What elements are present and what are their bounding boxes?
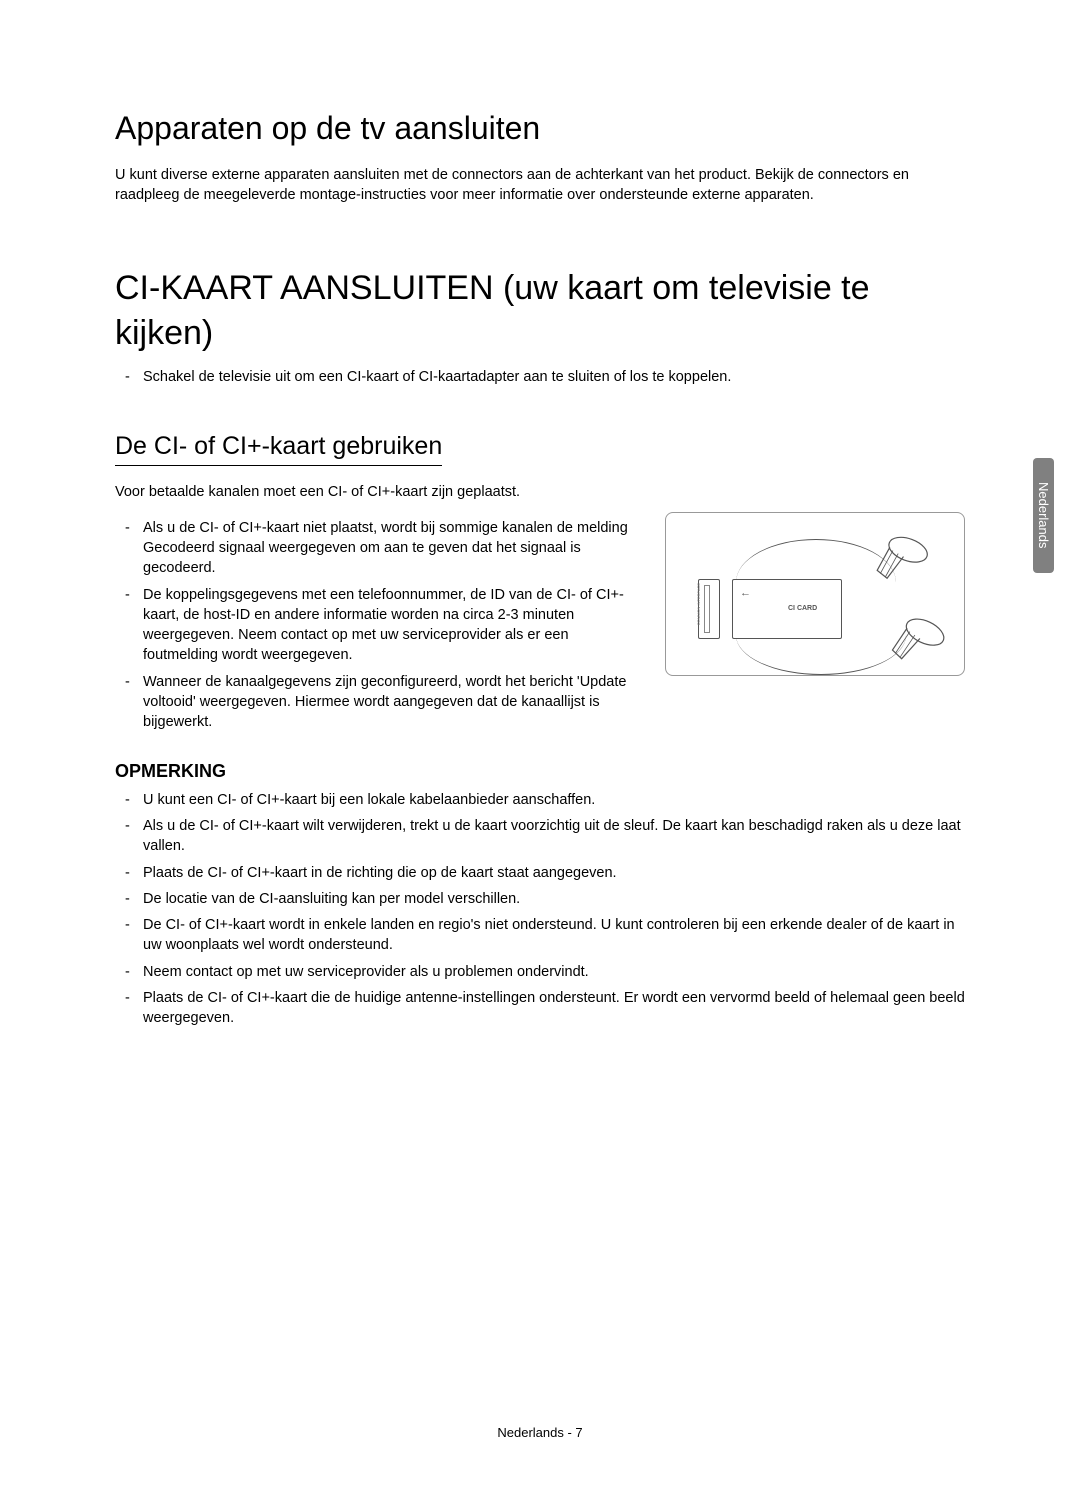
heading-apparaten: Apparaten op de tv aansluiten [115,110,965,147]
note-power-off: Schakel de televisie uit om een CI-kaart… [115,367,965,387]
list-item: Als u de CI- of CI+-kaart niet plaatst, … [115,518,645,579]
list-item: Als u de CI- of CI+-kaart wilt verwijder… [115,816,965,857]
page-footer: Nederlands - 7 [0,1425,1080,1440]
list-item: De CI- of CI+-kaart wordt in enkele land… [115,915,965,956]
diagram-slot-label: COMMON INTERFACE [696,583,701,625]
list-item: Plaats de CI- of CI+-kaart die de huidig… [115,988,965,1029]
heading-opmerking: OPMERKING [115,761,965,782]
hand-icon [883,605,957,679]
right-column: COMMON INTERFACE ← CI CARD [665,512,965,676]
left-column: Als u de CI- of CI+-kaart niet plaatst, … [115,512,645,733]
list-item: Neem contact op met uw serviceprovider a… [115,962,965,982]
list-item: De koppelingsgegevens met een telefoonnu… [115,585,645,666]
two-column-section: Als u de CI- of CI+-kaart niet plaatst, … [115,512,965,733]
heading-ci-gebruiken: De CI- of CI+-kaart gebruiken [115,432,442,466]
list-item: Plaats de CI- of CI+-kaart in de richtin… [115,863,965,883]
heading-ci-kaart: CI-KAART AANSLUITEN (uw kaart om televis… [115,266,965,358]
intro-paragraph: U kunt diverse externe apparaten aanslui… [115,165,965,206]
ci-card-diagram: COMMON INTERFACE ← CI CARD [665,512,965,676]
list-item: U kunt een CI- of CI+-kaart bij een loka… [115,790,965,810]
page-content: Apparaten op de tv aansluiten U kunt div… [115,110,965,1029]
diagram-slot-inner [704,585,710,633]
sub-intro: Voor betaalde kanalen moet een CI- of CI… [115,484,965,500]
diagram-card-label: CI CARD [788,605,817,612]
list-item: Wanneer de kanaalgegevens zijn geconfigu… [115,672,645,733]
language-side-tab: Nederlands [1033,458,1054,573]
diagram-arrow-icon: ← [740,587,751,599]
list-item: De locatie van de CI-aansluiting kan per… [115,889,965,909]
